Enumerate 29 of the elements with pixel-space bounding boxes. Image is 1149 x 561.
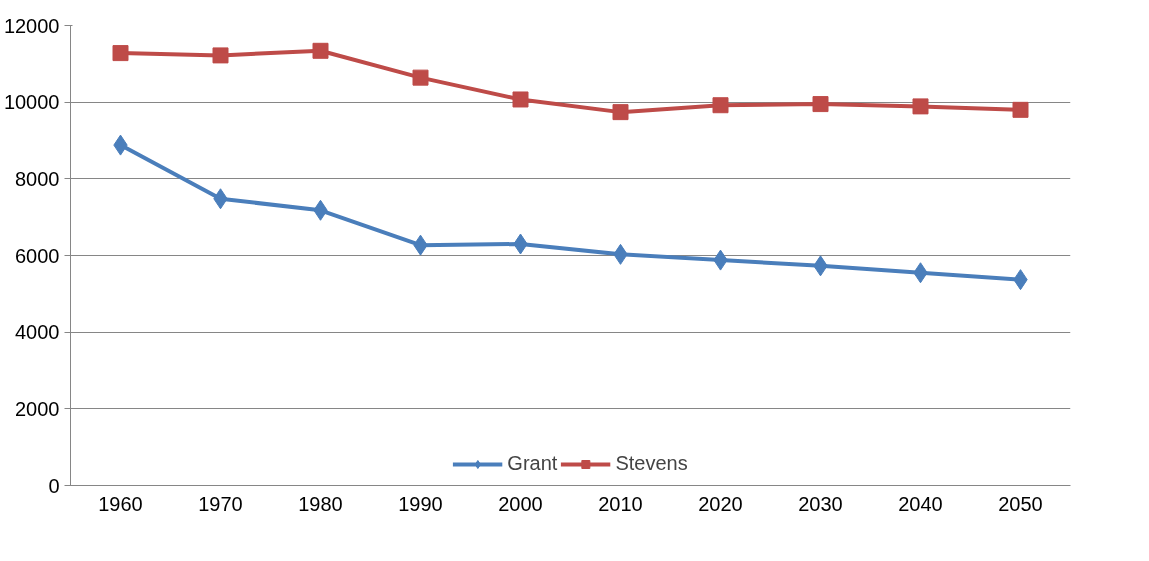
x-tick-label: 1970 xyxy=(198,492,243,515)
x-tick-label: 2020 xyxy=(698,492,743,515)
point xyxy=(612,104,629,121)
x-tick-label: 1990 xyxy=(398,492,443,515)
y-tick-label: 6000 xyxy=(15,244,60,267)
legend-label: Stevens xyxy=(615,452,688,475)
x-tick-label: 1980 xyxy=(298,492,343,515)
x-tick-label: 2050 xyxy=(998,492,1043,515)
point xyxy=(712,97,729,114)
point xyxy=(812,96,829,113)
y-tick-label: 12000 xyxy=(3,14,60,37)
point xyxy=(912,98,929,115)
y-tick-label: 10000 xyxy=(3,91,60,114)
point xyxy=(412,69,429,86)
point xyxy=(1012,101,1029,118)
x-tick-label: 2030 xyxy=(798,492,843,515)
x-tick-label: 1960 xyxy=(98,492,143,515)
y-tick-label: 0 xyxy=(48,474,60,497)
point xyxy=(512,91,529,108)
legend-label: Grant xyxy=(507,452,558,475)
point xyxy=(212,47,229,64)
y-tick-label: 2000 xyxy=(15,397,60,420)
point xyxy=(112,45,129,62)
y-tick-label: 8000 xyxy=(15,167,60,190)
point xyxy=(312,42,329,59)
x-tick-label: 2000 xyxy=(498,492,543,515)
x-tick-label: 2010 xyxy=(598,492,643,515)
y-tick-label: 4000 xyxy=(15,321,60,344)
x-tick-label: 2040 xyxy=(898,492,943,515)
